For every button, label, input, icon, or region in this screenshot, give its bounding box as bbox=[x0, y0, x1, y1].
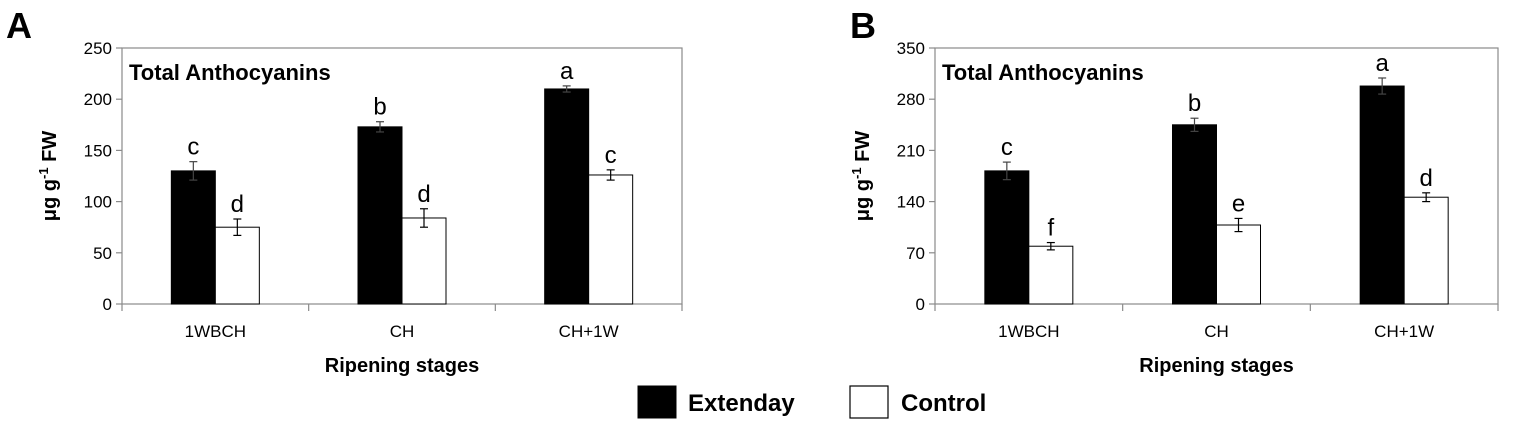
x-tick-label: CH bbox=[390, 322, 415, 341]
y-tick-label: 250 bbox=[84, 39, 112, 58]
y-tick-label: 280 bbox=[897, 90, 925, 109]
significance-label: c bbox=[1001, 134, 1013, 161]
error-bar bbox=[420, 208, 428, 228]
error-bar bbox=[1422, 192, 1431, 203]
legend-label-control: Control bbox=[901, 390, 986, 417]
chart-title: Total Anthocyanins bbox=[942, 60, 1144, 85]
significance-label: a bbox=[1375, 50, 1389, 77]
panel-a: A 0 50 100 150 200 250 1WBCH c d CH b d CH+1W a c Total … bbox=[6, 5, 683, 377]
error-bar bbox=[1190, 117, 1199, 132]
y-axis-title: μg g-1 FW bbox=[849, 131, 874, 222]
bar-control-ch bbox=[401, 217, 447, 305]
error-bar bbox=[1046, 241, 1055, 251]
x-axis-title: Ripening stages bbox=[1139, 355, 1293, 377]
significance-label: f bbox=[1047, 215, 1054, 242]
chart-title: Total Anthocyanins bbox=[129, 60, 331, 85]
significance-label: d bbox=[417, 181, 430, 208]
legend-swatch-extenday bbox=[637, 385, 677, 419]
y-tick-label: 140 bbox=[897, 193, 925, 212]
significance-label: d bbox=[1419, 165, 1432, 192]
bar-extenday-ch+1w bbox=[1359, 85, 1405, 305]
x-tick-label: 1WBCH bbox=[185, 322, 246, 341]
error-bar bbox=[1002, 161, 1011, 181]
y-tick-label: 0 bbox=[916, 295, 925, 314]
significance-label: e bbox=[1232, 190, 1245, 217]
bar-extenday-1wbch bbox=[984, 170, 1030, 305]
y-tick-label: 210 bbox=[897, 141, 925, 160]
bar-extenday-1wbch bbox=[170, 170, 216, 305]
error-bar bbox=[1234, 217, 1243, 233]
panel-letter: B bbox=[850, 5, 876, 46]
error-bar bbox=[233, 218, 242, 236]
significance-label: d bbox=[231, 191, 244, 218]
significance-label: a bbox=[560, 58, 574, 85]
x-tick-label: CH+1W bbox=[559, 322, 619, 341]
legend-label-extenday: Extenday bbox=[688, 390, 795, 417]
bar-control-ch+1w bbox=[1403, 196, 1449, 305]
bar-control-1wbch bbox=[1028, 245, 1074, 305]
error-bar bbox=[1378, 77, 1387, 95]
significance-label: b bbox=[373, 94, 386, 121]
bar-control-ch bbox=[1216, 224, 1261, 305]
significance-label: c bbox=[605, 142, 617, 169]
y-axis-title: μg g-1 FW bbox=[36, 131, 61, 222]
significance-label: c bbox=[187, 134, 199, 161]
panel-letter: A bbox=[6, 5, 32, 46]
bar-extenday-ch bbox=[1172, 124, 1217, 305]
bar-extenday-ch bbox=[357, 126, 403, 305]
bar-control-1wbch bbox=[214, 226, 260, 305]
x-tick-label: CH bbox=[1204, 322, 1229, 341]
panel-b: B 0 70 140 210 280 350 1WBCH c f CH b e CH+1W a d Total … bbox=[849, 5, 1499, 377]
legend: Extenday Control bbox=[637, 385, 986, 419]
y-tick-label: 70 bbox=[906, 244, 925, 263]
error-bar bbox=[189, 161, 198, 181]
x-tick-label: 1WBCH bbox=[998, 322, 1059, 341]
significance-label: b bbox=[1188, 90, 1201, 117]
y-tick-label: 0 bbox=[103, 295, 112, 314]
y-tick-label: 200 bbox=[84, 90, 112, 109]
y-tick-label: 50 bbox=[93, 244, 112, 263]
error-bar bbox=[376, 121, 384, 133]
x-tick-label: CH+1W bbox=[1374, 322, 1434, 341]
error-bar bbox=[562, 85, 571, 93]
x-axis-title: Ripening stages bbox=[325, 355, 479, 377]
bar-control-ch+1w bbox=[588, 174, 634, 305]
error-bar bbox=[606, 169, 615, 181]
y-tick-label: 150 bbox=[84, 141, 112, 160]
bar-extenday-ch+1w bbox=[544, 88, 590, 305]
y-tick-label: 350 bbox=[897, 39, 925, 58]
legend-swatch-control bbox=[849, 385, 889, 419]
y-tick-label: 100 bbox=[84, 193, 112, 212]
